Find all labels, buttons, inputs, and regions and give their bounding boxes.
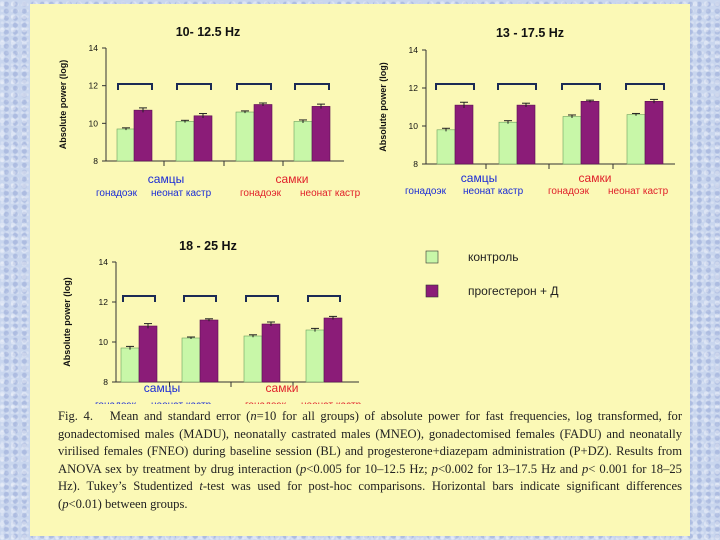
significance-bracket [435, 83, 475, 90]
bar-treatment [311, 106, 331, 162]
chart-2: 13 - 17.5 Hz Absolute power (log) 8 10 12 14 с… [378, 26, 675, 197]
category-label: неонат кастр [151, 400, 212, 404]
chart-title: 18 - 25 Hz [179, 239, 237, 253]
group-label-males: самцы [461, 171, 497, 185]
bar-control [293, 121, 313, 162]
category-label: неонат кастр [300, 188, 361, 199]
bar-treatment [323, 317, 343, 383]
bar-control [116, 128, 136, 162]
category-label: гонадоэк [245, 400, 287, 404]
category-label: неонат кастр [151, 188, 212, 199]
group-label-females: самки [276, 172, 309, 186]
significance-bracket [561, 83, 601, 90]
bar-treatment [580, 101, 600, 165]
caption-text: <0.002 for 13–17.5 Hz and [437, 461, 582, 476]
caption-text: =10 for all groups) of absolute power fo… [58, 409, 686, 476]
caption-italic-t: t [199, 479, 203, 494]
chart-title: 13 - 17.5 Hz [496, 26, 564, 40]
bar-treatment [644, 101, 664, 165]
bar-treatment [138, 325, 158, 383]
category-label: гонадоэк [548, 186, 590, 197]
y-tick-label: 14 [99, 257, 109, 267]
bar-treatment [193, 115, 213, 162]
bar-control [436, 129, 456, 165]
y-tick-label: 8 [103, 377, 108, 387]
bar-control [498, 121, 518, 165]
y-axis-label: Absolute power (log) [62, 277, 72, 367]
y-tick-label: 10 [99, 337, 109, 347]
caption-italic-p: p [582, 461, 589, 476]
legend-treatment-label: прогестерон + Д [468, 284, 558, 298]
category-label: неонат кастр [463, 186, 524, 197]
significance-bracket [183, 295, 217, 302]
bar-treatment [133, 109, 153, 162]
group-label-females: самки [579, 171, 612, 185]
bar-control [181, 337, 201, 383]
legend-control-swatch [425, 250, 439, 264]
significance-bracket [122, 295, 156, 302]
bar-control [562, 116, 582, 165]
y-tick-label: 14 [409, 45, 419, 55]
bar-control [626, 114, 646, 165]
y-tick-label: 12 [89, 81, 99, 91]
bar-treatment [516, 104, 536, 165]
bar-treatment [253, 104, 273, 162]
figure-caption: Fig. 4. Mean and standard error (n=10 fo… [58, 408, 682, 514]
group-label-females: самки [266, 381, 299, 395]
significance-bracket [497, 83, 537, 90]
y-tick-label: 8 [413, 159, 418, 169]
bar-control [175, 121, 195, 162]
caption-text: <0.005 for 10–12.5 Hz; [306, 461, 432, 476]
legend-control-label: контроль [468, 250, 519, 264]
bar-control [305, 329, 325, 383]
significance-bracket [294, 83, 330, 90]
group-label-males: самцы [148, 172, 184, 186]
group-label-males: самцы [144, 381, 180, 395]
category-label: гонадоэк [240, 188, 282, 199]
legend: контроль прогестерон + Д [425, 250, 558, 298]
y-axis-label: Absolute power (log) [378, 62, 388, 152]
figure-canvas: контроль прогестерон + Д 10- 12.5 Hz Abso… [58, 25, 675, 404]
y-tick-label: 8 [93, 156, 98, 166]
caption-italic-p: p [62, 496, 69, 511]
significance-bracket [625, 83, 665, 90]
category-label: гонадоэк [405, 186, 447, 197]
chart-1: 10- 12.5 Hz Absolute power (log) 8 10 12 14 са… [58, 25, 361, 199]
bar-control [120, 347, 140, 383]
slide: контроль прогестерон + Д 10- 12.5 Hz Abso… [30, 4, 690, 536]
chart-title: 10- 12.5 Hz [176, 25, 241, 39]
significance-bracket [245, 295, 279, 302]
y-axis-label: Absolute power (log) [58, 60, 68, 150]
significance-bracket [117, 83, 153, 90]
category-label: гонадоэк [95, 400, 137, 404]
bar-control [243, 335, 263, 383]
caption-text: Fig. 4. Mean and standard error ( [58, 409, 251, 423]
significance-bracket [236, 83, 272, 90]
y-tick-label: 10 [89, 118, 99, 128]
caption-text: <0.01) between groups. [68, 496, 188, 511]
category-label: неонат кастр [301, 400, 362, 404]
caption-italic-n: n [250, 409, 257, 423]
chart-3: 18 - 25 Hz Absolute power (log) 8 10 12 14 сам… [62, 239, 362, 404]
caption-italic-p: p [300, 461, 307, 476]
caption-text: -test was used for post-hoc comparisons.… [58, 479, 686, 511]
caption-text: < 0.001 for 18–25 Hz). Tukey’s Studentiz… [58, 461, 686, 494]
bar-control [235, 111, 255, 162]
significance-bracket [307, 295, 341, 302]
bar-treatment [454, 104, 474, 165]
y-tick-label: 14 [89, 43, 99, 53]
category-label: гонадоэк [96, 188, 138, 199]
y-tick-label: 10 [409, 121, 419, 131]
bar-treatment [199, 319, 219, 383]
y-tick-label: 12 [99, 297, 109, 307]
category-label: неонат кастр [608, 186, 669, 197]
y-tick-label: 12 [409, 83, 419, 93]
bar-treatment [261, 323, 281, 383]
significance-bracket [176, 83, 212, 90]
legend-treatment-swatch [425, 284, 439, 298]
caption-italic-p: p [431, 461, 438, 476]
